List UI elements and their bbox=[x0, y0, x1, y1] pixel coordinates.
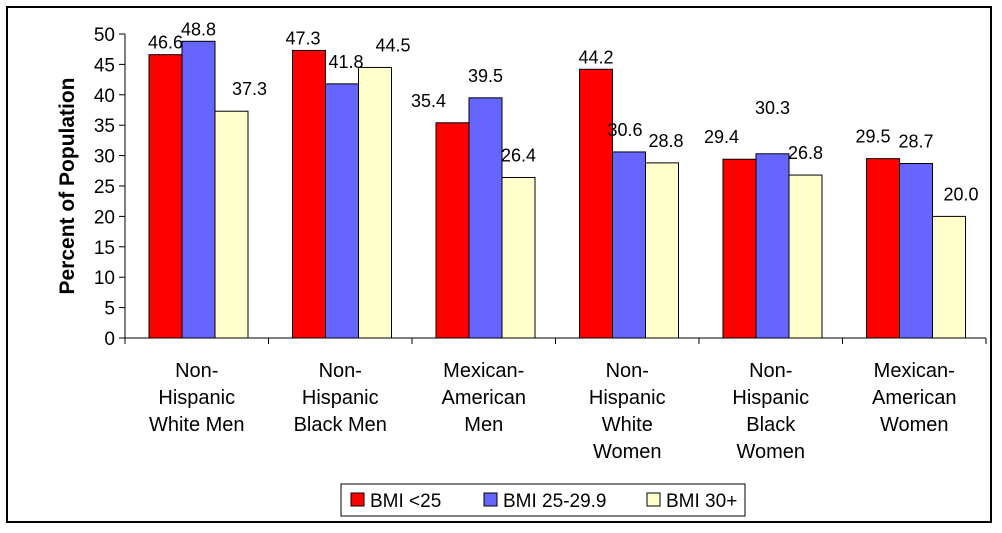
legend-swatch bbox=[646, 492, 661, 507]
category-label: Hispanic bbox=[589, 387, 666, 409]
data-label: 37.3 bbox=[232, 79, 267, 99]
legend-item: BMI <25 bbox=[350, 491, 441, 512]
y-axis-title: Percent of Population bbox=[56, 77, 79, 294]
bar bbox=[755, 153, 790, 339]
category-label: Non- bbox=[749, 360, 792, 382]
category-label: Non- bbox=[606, 360, 649, 382]
data-label: 30.3 bbox=[755, 98, 790, 118]
category-label: Mexican- bbox=[443, 360, 524, 382]
legend-box bbox=[340, 483, 746, 517]
axes: 0 5 10 15 20 25 30 35 40 45 50 bbox=[94, 25, 987, 350]
bar bbox=[579, 68, 613, 339]
data-label: 47.3 bbox=[285, 28, 320, 48]
category-label: Black bbox=[746, 414, 796, 436]
y-tick-label: 45 bbox=[94, 55, 115, 76]
data-label: 28.7 bbox=[898, 132, 933, 152]
category-label: White bbox=[602, 414, 653, 436]
y-tick-label: 30 bbox=[94, 147, 115, 168]
data-label: 39.5 bbox=[468, 66, 503, 86]
bmi-bar-chart: Percent of Population 0 5 10 15 20 25 30 35 40 45… bbox=[56, 19, 987, 517]
y-tick-label: 40 bbox=[94, 86, 115, 107]
chart-frame: Percent of Population 0 5 10 15 20 25 30 35 40 45… bbox=[6, 6, 992, 523]
data-label: 46.6 bbox=[148, 33, 183, 53]
data-label: 41.8 bbox=[328, 52, 363, 72]
y-axis-label: Percent of Population bbox=[56, 77, 79, 294]
data-label: 30.6 bbox=[607, 120, 642, 140]
y-tick-label: 0 bbox=[104, 329, 115, 350]
data-label: 35.4 bbox=[411, 91, 446, 111]
category-label: American bbox=[872, 387, 956, 409]
category-label: Mexican- bbox=[874, 360, 955, 382]
category-label: Black Men bbox=[294, 414, 387, 436]
legend-swatch bbox=[483, 492, 498, 507]
legend-swatch bbox=[350, 492, 365, 507]
category-label: Men bbox=[464, 414, 503, 436]
category-label: Hispanic bbox=[302, 387, 379, 409]
bar bbox=[468, 97, 503, 339]
bar bbox=[358, 66, 392, 339]
data-label: 29.4 bbox=[704, 127, 739, 147]
y-tick-label: 25 bbox=[94, 177, 115, 198]
bar bbox=[325, 83, 359, 339]
y-tick-label: 50 bbox=[94, 25, 115, 46]
data-label: 26.8 bbox=[788, 143, 823, 163]
category-label: Women bbox=[736, 441, 805, 463]
category-label: Non- bbox=[175, 360, 218, 382]
legend-item: BMI 30+ bbox=[646, 491, 737, 512]
legend-label: BMI <25 bbox=[370, 491, 441, 512]
data-label: 48.8 bbox=[181, 19, 216, 39]
category-label: Women bbox=[593, 441, 662, 463]
y-tick-label: 35 bbox=[94, 116, 115, 137]
category-label: White Men bbox=[149, 414, 245, 436]
y-tick-label: 15 bbox=[94, 238, 115, 259]
bar bbox=[501, 176, 536, 339]
data-label: 44.5 bbox=[375, 35, 410, 55]
legend: BMI <25 BMI 25-29.9 BMI 30+ bbox=[340, 483, 746, 517]
y-tick-label: 5 bbox=[104, 299, 115, 320]
category-label: Non- bbox=[319, 360, 362, 382]
legend-item: BMI 25-29.9 bbox=[483, 491, 607, 512]
category-label: Hispanic bbox=[732, 387, 809, 409]
bar bbox=[899, 163, 933, 339]
category-label: Women bbox=[880, 414, 949, 436]
category-labels: Non- Hispanic White Men Non- Hispanic Black M… bbox=[149, 360, 957, 463]
bar bbox=[932, 215, 966, 339]
bar bbox=[722, 158, 757, 339]
data-label: 29.5 bbox=[855, 127, 890, 147]
bar bbox=[788, 174, 823, 339]
legend-label: BMI 30+ bbox=[666, 491, 737, 512]
data-label: 26.4 bbox=[501, 145, 536, 165]
bar bbox=[181, 40, 216, 339]
bar bbox=[435, 122, 470, 339]
bar bbox=[292, 49, 326, 339]
legend-label: BMI 25-29.9 bbox=[503, 491, 607, 512]
data-label: 20.0 bbox=[943, 184, 978, 204]
bars bbox=[148, 40, 966, 339]
category-label: American bbox=[442, 387, 526, 409]
bar bbox=[645, 162, 679, 339]
data-label: 44.2 bbox=[578, 47, 613, 67]
data-label: 28.8 bbox=[648, 131, 683, 151]
category-label: Hispanic bbox=[158, 387, 235, 409]
bar bbox=[612, 151, 646, 339]
bar bbox=[214, 110, 249, 339]
y-tick-label: 20 bbox=[94, 207, 115, 228]
bar bbox=[866, 158, 900, 339]
bar bbox=[148, 54, 183, 339]
y-tick-label: 10 bbox=[94, 268, 115, 289]
data-labels: 46.6 47.3 35.4 44.2 29.4 29.5 48.8 41.8 39.5 30.6… bbox=[148, 19, 979, 204]
